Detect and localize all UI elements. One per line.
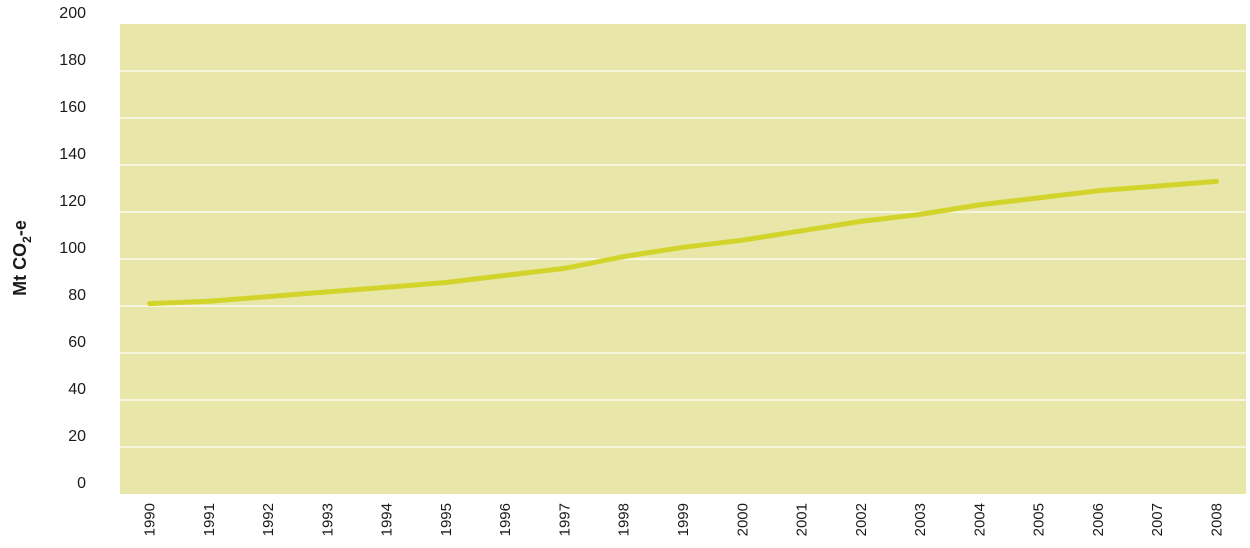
x-tick-label: 1992 <box>260 503 277 536</box>
data-point <box>680 244 686 250</box>
y-axis-label: Mt CO2-e <box>10 220 34 296</box>
y-tick-label: 120 <box>59 193 86 210</box>
x-tick-label: 2005 <box>1031 503 1048 536</box>
x-tick-label: 1990 <box>142 503 159 536</box>
y-tick-label: 140 <box>59 146 86 163</box>
y-tick-label: 40 <box>68 381 86 398</box>
x-tick-label: 2006 <box>1090 503 1107 536</box>
data-point <box>621 254 627 260</box>
data-point <box>917 211 923 217</box>
data-point <box>324 289 330 295</box>
data-point <box>1095 188 1101 194</box>
y-axis-label-suffix: -e <box>10 220 30 236</box>
data-point <box>502 272 508 278</box>
data-point <box>443 280 449 285</box>
data-point <box>976 202 982 208</box>
y-tick-label: 160 <box>59 99 86 116</box>
x-tick-label: 1998 <box>616 503 633 536</box>
data-point <box>561 265 567 271</box>
y-tick-label: 100 <box>59 240 86 257</box>
data-point <box>799 228 805 234</box>
gridlines <box>120 70 1246 448</box>
x-tick-label: 1991 <box>201 503 218 536</box>
y-tick-label: 60 <box>68 334 86 351</box>
x-tick-label: 2008 <box>1208 503 1225 536</box>
x-tick-label: 1996 <box>497 503 514 536</box>
x-tick-label: 2000 <box>734 503 751 536</box>
y-tick-label: 80 <box>68 287 86 304</box>
y-axis-label-main: Mt CO <box>10 243 30 296</box>
data-point <box>206 298 212 304</box>
x-tick-label: 2001 <box>794 503 811 536</box>
y-tick-label: 0 <box>77 475 86 492</box>
y-tick-label: 180 <box>59 52 86 69</box>
y-axis-label-subscript: 2 <box>20 236 34 243</box>
x-tick-label: 1994 <box>379 503 396 536</box>
x-axis-ticks: 1990 1991 1992 1993 1994 1995 1996 1997 1998 1999… <box>142 503 1226 536</box>
data-point <box>1213 178 1219 184</box>
data-point <box>858 218 864 224</box>
data-point <box>147 301 153 307</box>
x-tick-label: 1999 <box>675 503 692 536</box>
data-point <box>384 284 390 290</box>
y-tick-label: 200 <box>59 5 86 22</box>
data-point <box>265 294 271 300</box>
x-tick-label: 2007 <box>1149 503 1166 536</box>
data-point <box>1154 183 1160 189</box>
x-tick-label: 2002 <box>853 503 870 536</box>
y-tick-label: 20 <box>68 428 86 445</box>
x-tick-label: 1993 <box>319 503 336 536</box>
data-point <box>739 237 745 243</box>
data-point <box>1036 195 1042 201</box>
data-points <box>147 178 1219 307</box>
x-tick-label: 1995 <box>438 503 455 536</box>
x-tick-label: 2003 <box>912 503 929 536</box>
x-tick-label: 2004 <box>971 503 988 536</box>
x-tick-label: 1997 <box>556 503 573 536</box>
y-axis-ticks: 0 20 40 60 80 100 120 140 160 180 200 <box>59 5 86 492</box>
